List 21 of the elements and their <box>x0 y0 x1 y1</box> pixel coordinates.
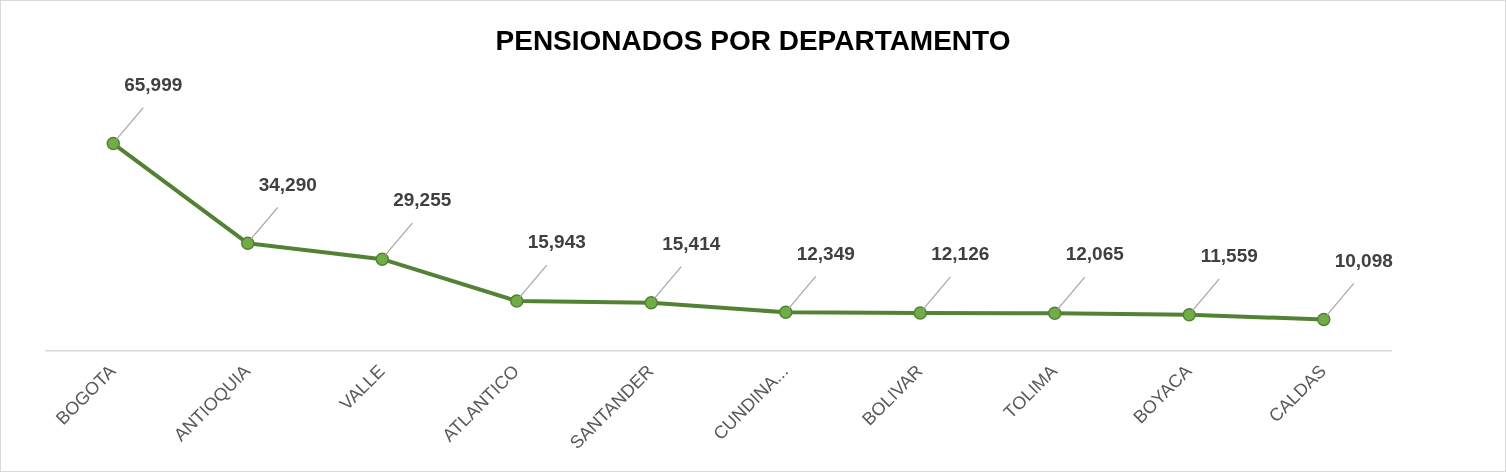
point <box>913 306 927 320</box>
data-label: 11,559 <box>1200 245 1258 267</box>
data-label: 12,065 <box>1065 243 1125 265</box>
point <box>644 295 658 310</box>
point <box>1317 312 1331 327</box>
point <box>510 294 524 308</box>
data-label: 65,999 <box>124 73 183 95</box>
data-label: 12,126 <box>931 243 990 265</box>
data-label: 34,290 <box>258 173 317 195</box>
data-label: 10,098 <box>1334 249 1393 271</box>
data-label: 15,414 <box>662 232 721 254</box>
chart-title: PENSIONADOS POR DEPARTAMENTO <box>494 25 1012 57</box>
point <box>375 252 389 266</box>
point <box>779 305 793 320</box>
point <box>1182 308 1196 322</box>
data-label: 29,255 <box>393 189 452 211</box>
point <box>106 136 120 151</box>
data-label: 12,349 <box>796 242 855 264</box>
point <box>1048 306 1062 320</box>
point <box>241 236 255 251</box>
data-label: 15,943 <box>527 231 586 253</box>
